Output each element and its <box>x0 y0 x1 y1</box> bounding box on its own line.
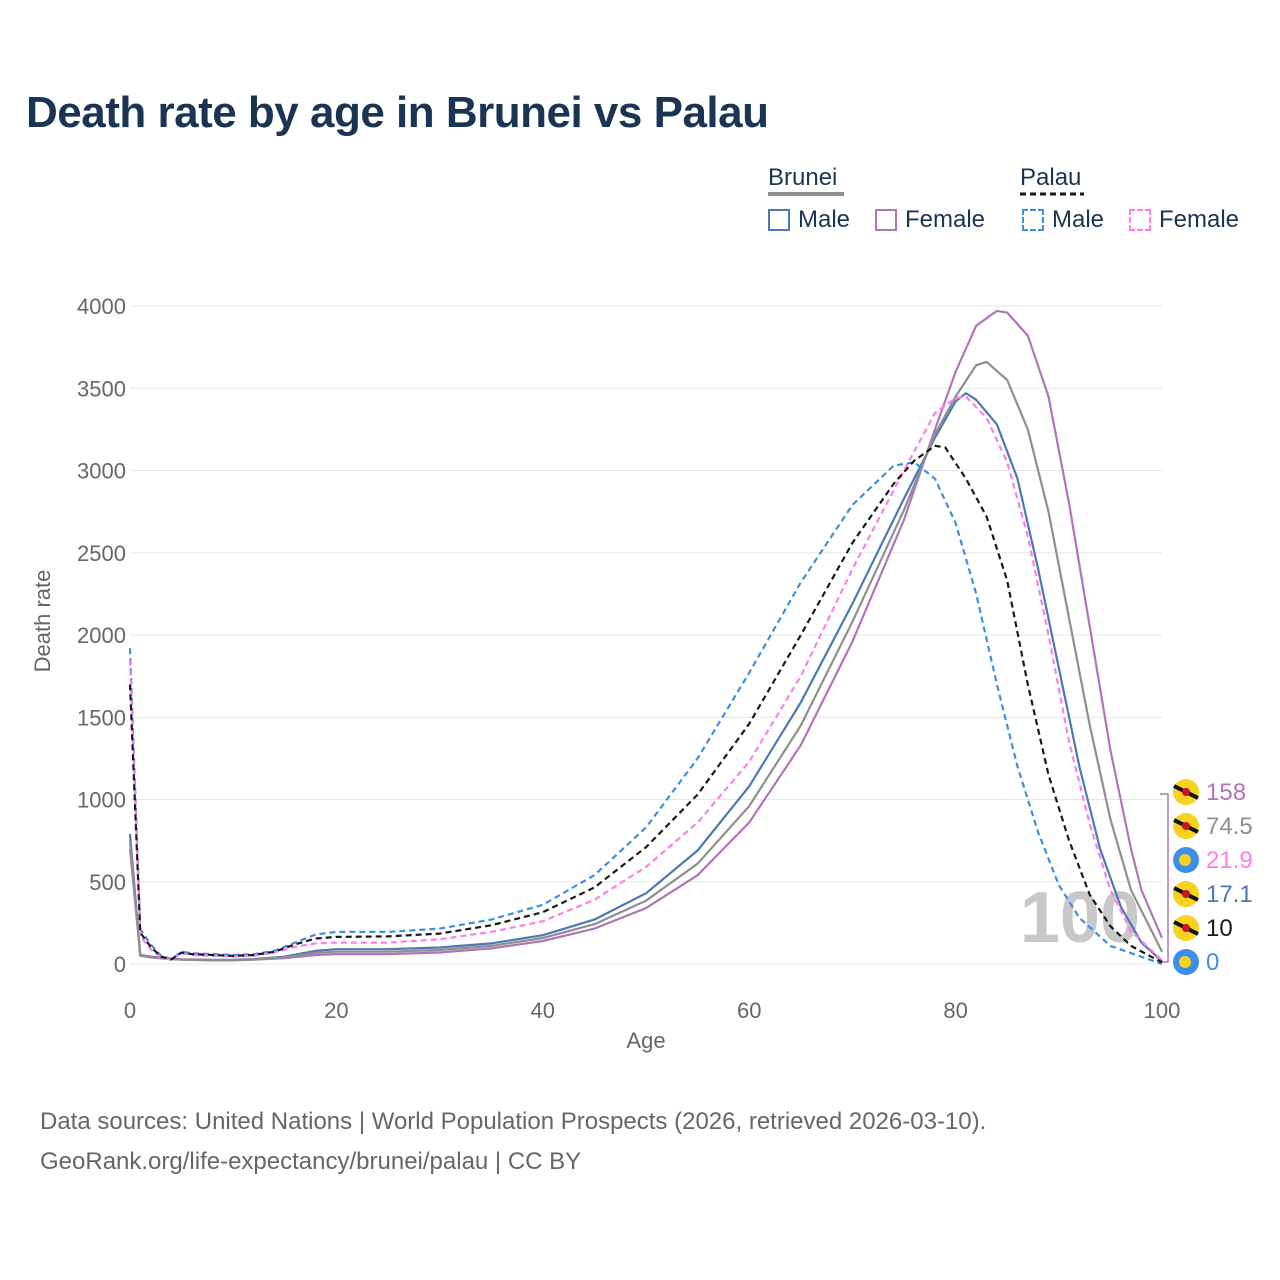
y-tick-label: 1000 <box>77 788 126 813</box>
legend-swatch-brunei-male <box>768 209 790 231</box>
end-label-palau_male: 0 <box>1173 949 1219 976</box>
footer-link[interactable]: GeoRank.org/life-expectancy/brunei/palau… <box>40 1148 582 1175</box>
series-line-brunei_female <box>128 309 1164 962</box>
y-tick-label: 1500 <box>77 705 126 730</box>
palau-flag-moon <box>1179 956 1191 968</box>
x-tick-label: 40 <box>531 998 555 1023</box>
series-line-brunei_male <box>128 392 1163 963</box>
legend-item-brunei-female[interactable]: Female <box>875 206 985 234</box>
x-axis-label: Age <box>626 1028 665 1053</box>
end-label-brunei_group: 74.5 <box>1173 813 1253 840</box>
y-tick-label: 3500 <box>77 376 126 401</box>
x-tick-label: 80 <box>943 998 967 1023</box>
brunei-flag-emblem <box>1182 924 1190 932</box>
legend-swatch-palau-male <box>1022 209 1044 231</box>
legend-item-palau-male[interactable]: Male <box>1022 206 1104 234</box>
end-label-palau_female: 21.9 <box>1173 847 1253 874</box>
brunei-flag-emblem <box>1182 890 1190 898</box>
end-label-value: 10 <box>1206 915 1233 942</box>
legend-label-palau-male: Male <box>1052 206 1105 233</box>
end-label-value: 17.1 <box>1206 881 1253 908</box>
series-line-palau_group <box>128 444 1163 964</box>
x-tick-label: 0 <box>124 998 136 1023</box>
year-watermark: 100 <box>1020 878 1140 958</box>
series-lines <box>128 309 1164 966</box>
y-tick-label: 500 <box>89 870 126 895</box>
legend-swatch-palau-female <box>1129 209 1151 231</box>
legend-item-palau-female[interactable]: Female <box>1129 206 1239 234</box>
y-tick-label: 3000 <box>77 459 126 484</box>
legend-label-brunei-male: Male <box>798 206 851 233</box>
brunei-flag-emblem <box>1182 788 1190 796</box>
palau-flag-moon <box>1179 854 1191 866</box>
end-label-value: 158 <box>1206 779 1246 806</box>
end-label-value: 0 <box>1206 949 1219 976</box>
legend-label-brunei-female: Female <box>905 206 986 233</box>
series-line-palau_male <box>128 461 1163 966</box>
y-axis-label: Death rate <box>30 570 55 673</box>
end-label-value: 21.9 <box>1206 847 1253 874</box>
legend-label-palau-female: Female <box>1159 206 1240 233</box>
legend-item-brunei-male[interactable]: Male <box>768 206 850 234</box>
end-label-brunei_female: 158 <box>1173 779 1246 806</box>
y-tick-label: 2500 <box>77 541 126 566</box>
end-label-brunei_male: 17.1 <box>1173 881 1253 908</box>
legend-swatch-brunei-female <box>875 209 897 231</box>
x-tick-label: 20 <box>324 998 348 1023</box>
end-label-palau_group: 10 <box>1173 915 1233 942</box>
series-line-palau_female <box>128 395 1163 962</box>
footer-sources: Data sources: United Nations | World Pop… <box>40 1108 987 1135</box>
brunei-flag-emblem <box>1182 822 1190 830</box>
y-tick-label: 0 <box>114 952 126 977</box>
legend-group-brunei: Brunei <box>768 164 838 191</box>
legend-group-palau: Palau <box>1020 164 1082 191</box>
x-tick-label: 60 <box>737 998 761 1023</box>
end-label-value: 74.5 <box>1206 813 1253 840</box>
end-label-bracket <box>1160 793 1169 963</box>
page-title: Death rate by age in Brunei vs Palau <box>26 88 769 137</box>
series-line-brunei_group <box>128 360 1163 962</box>
y-tick-label: 4000 <box>77 294 126 319</box>
x-tick-label: 100 <box>1144 998 1181 1023</box>
y-tick-label: 2000 <box>77 623 126 648</box>
